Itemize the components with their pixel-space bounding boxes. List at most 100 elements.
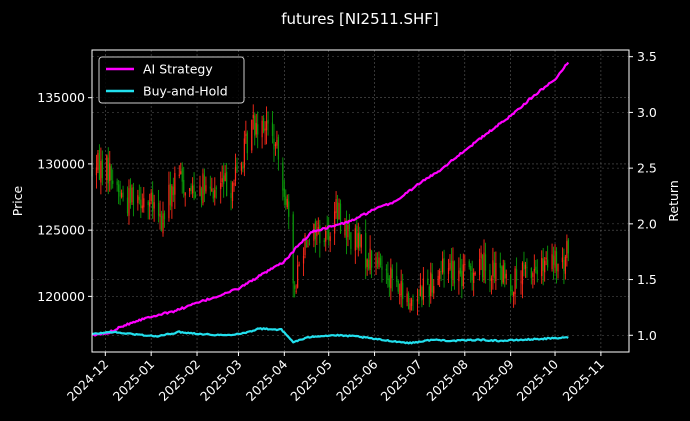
candle-body: [520, 281, 522, 283]
candle-body: [140, 199, 142, 208]
candle-body: [220, 182, 222, 190]
candle-body: [153, 202, 155, 209]
legend-label-buy-and-hold: Buy-and-Hold: [143, 84, 228, 99]
candle-body: [338, 202, 340, 220]
candle-body: [407, 293, 410, 309]
candle-body: [397, 280, 399, 292]
candle-body: [428, 286, 430, 297]
candle-body: [209, 186, 211, 189]
candle-body: [112, 180, 114, 184]
candle-body: [552, 255, 555, 265]
candle-body: [172, 186, 174, 196]
candle-body: [169, 183, 172, 206]
y2-tick-label: 2.0: [637, 216, 657, 231]
candle-body: [264, 128, 266, 131]
candle-body: [317, 227, 319, 230]
candle-body: [452, 260, 454, 280]
candle-body: [191, 185, 194, 194]
candle-body: [168, 184, 170, 219]
candle-body: [402, 282, 404, 299]
candle-body: [530, 268, 532, 279]
candle-body: [271, 122, 274, 137]
candle-body: [122, 192, 124, 198]
candle-body: [375, 257, 377, 268]
candle-body: [126, 197, 129, 214]
candle-body: [221, 178, 223, 183]
candle-body: [277, 137, 279, 160]
candle-body: [95, 167, 98, 176]
candle-body: [495, 262, 497, 282]
candle-body: [120, 192, 123, 198]
candle-body: [307, 246, 309, 248]
y-tick-label: 135000: [37, 90, 85, 105]
candle-body: [288, 201, 290, 217]
candle-body: [478, 259, 481, 275]
candle-body: [370, 250, 373, 268]
candle-body: [174, 173, 176, 195]
candle-body: [308, 243, 311, 245]
candle-body: [481, 254, 484, 278]
candle-body: [554, 250, 556, 268]
candle-body: [98, 149, 100, 180]
candle-body: [493, 262, 495, 278]
candle-body: [430, 272, 432, 297]
candle-body: [357, 233, 359, 249]
candle-body: [328, 230, 330, 240]
candle-body: [160, 215, 163, 231]
candle-body: [323, 240, 325, 242]
candle-body: [547, 259, 549, 268]
candle-body: [499, 262, 501, 268]
candle-body: [97, 153, 99, 171]
candle-body: [557, 263, 559, 272]
candle-body: [106, 155, 108, 181]
candle-body: [344, 220, 346, 236]
candle-body: [526, 266, 528, 268]
candle-body: [450, 260, 453, 279]
candle-body: [109, 163, 111, 181]
candle-body: [101, 159, 103, 179]
candle-body: [348, 223, 351, 230]
candle-body: [251, 119, 253, 151]
candle-body: [183, 179, 185, 193]
legend: AI Strategy Buy-and-Hold: [98, 56, 245, 104]
candle-body: [159, 213, 161, 217]
candle-body: [129, 185, 132, 204]
candle-body: [263, 118, 265, 132]
candle-body: [511, 289, 513, 296]
candle-body: [246, 132, 248, 154]
candle-body: [532, 273, 534, 277]
candle-body: [564, 256, 566, 274]
candle-body: [233, 182, 235, 186]
candle-body: [276, 140, 278, 146]
candle-body: [437, 275, 439, 285]
candle-body: [116, 181, 118, 185]
candle-body: [294, 285, 296, 289]
candle-body: [544, 260, 546, 273]
candle-body: [490, 278, 493, 281]
candle-body: [226, 171, 228, 196]
candle-body: [350, 232, 352, 249]
candle-body: [391, 269, 393, 279]
candle-body: [524, 264, 527, 269]
legend-box: [98, 56, 245, 104]
candle-body: [141, 205, 143, 209]
candle-body: [254, 115, 256, 136]
candle-body: [541, 258, 543, 277]
candle-body: [473, 272, 475, 283]
candle-body: [339, 203, 342, 234]
y2-tick-label: 2.5: [637, 161, 657, 176]
candle-body: [313, 223, 315, 241]
candle-body: [150, 192, 152, 201]
candle-body: [131, 187, 133, 203]
candle-body: [387, 272, 389, 280]
candle-body: [418, 297, 420, 299]
candle-body: [283, 188, 285, 197]
candle-body: [292, 214, 294, 284]
candle-body: [458, 270, 460, 282]
candle-body: [316, 231, 318, 237]
candle-body: [193, 184, 195, 199]
candle-body: [242, 166, 244, 168]
candle-body: [240, 163, 243, 171]
candle-body: [205, 185, 207, 192]
